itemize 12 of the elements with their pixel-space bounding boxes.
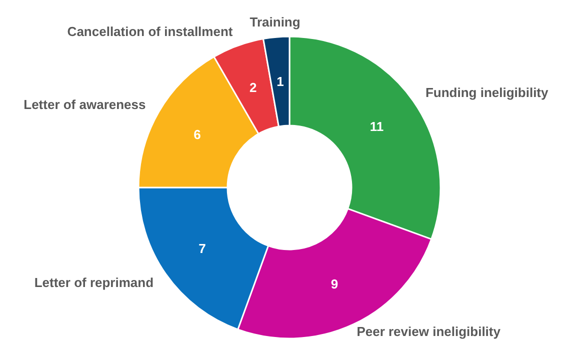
slice-label: Peer review ineligibility bbox=[356, 324, 502, 340]
slice-label: Cancellation of installment bbox=[67, 24, 234, 40]
slice-label: Letter of reprimand bbox=[34, 275, 154, 290]
slice-label: Letter of awareness bbox=[24, 97, 146, 112]
data-label: 9 bbox=[330, 276, 338, 292]
data-label: 6 bbox=[194, 126, 201, 142]
data-label: 1 bbox=[276, 74, 284, 89]
data-label: 11 bbox=[370, 118, 384, 134]
slice-label: Funding ineligibility bbox=[425, 84, 550, 100]
slice-label: Training bbox=[250, 14, 300, 30]
data-label: 2 bbox=[249, 80, 257, 95]
data-label: 7 bbox=[198, 241, 206, 256]
